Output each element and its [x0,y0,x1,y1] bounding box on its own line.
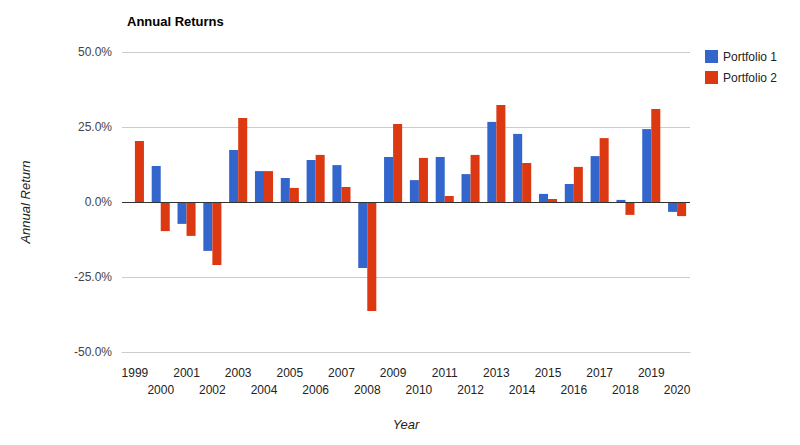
svg-text:2006: 2006 [302,383,329,397]
svg-text:2014: 2014 [509,383,536,397]
svg-text:-50.0%: -50.0% [74,345,112,359]
svg-text:1999: 1999 [122,366,149,380]
svg-text:2001: 2001 [173,366,200,380]
svg-text:2009: 2009 [380,366,407,380]
svg-text:2005: 2005 [276,366,303,380]
svg-text:2018: 2018 [612,383,639,397]
svg-text:50.0%: 50.0% [78,45,112,59]
svg-text:2002: 2002 [199,383,226,397]
svg-text:2016: 2016 [560,383,587,397]
svg-text:2012: 2012 [457,383,484,397]
svg-text:Annual Return: Annual Return [18,160,33,244]
svg-text:2008: 2008 [354,383,381,397]
svg-text:Portfolio 2: Portfolio 2 [723,71,777,85]
svg-text:Portfolio 1: Portfolio 1 [723,50,777,64]
svg-text:Year: Year [393,417,420,432]
svg-text:Annual Returns: Annual Returns [127,14,224,29]
svg-text:2020: 2020 [664,383,691,397]
svg-text:2017: 2017 [586,366,613,380]
svg-text:2007: 2007 [328,366,355,380]
svg-text:2004: 2004 [251,383,278,397]
svg-text:2013: 2013 [483,366,510,380]
svg-text:2003: 2003 [225,366,252,380]
svg-text:2015: 2015 [535,366,562,380]
svg-text:25.0%: 25.0% [78,120,112,134]
svg-text:0.0%: 0.0% [85,195,113,209]
svg-text:2011: 2011 [432,366,458,380]
svg-text:-25.0%: -25.0% [74,270,112,284]
svg-text:2000: 2000 [147,383,174,397]
svg-text:2010: 2010 [406,383,433,397]
svg-text:2019: 2019 [638,366,665,380]
